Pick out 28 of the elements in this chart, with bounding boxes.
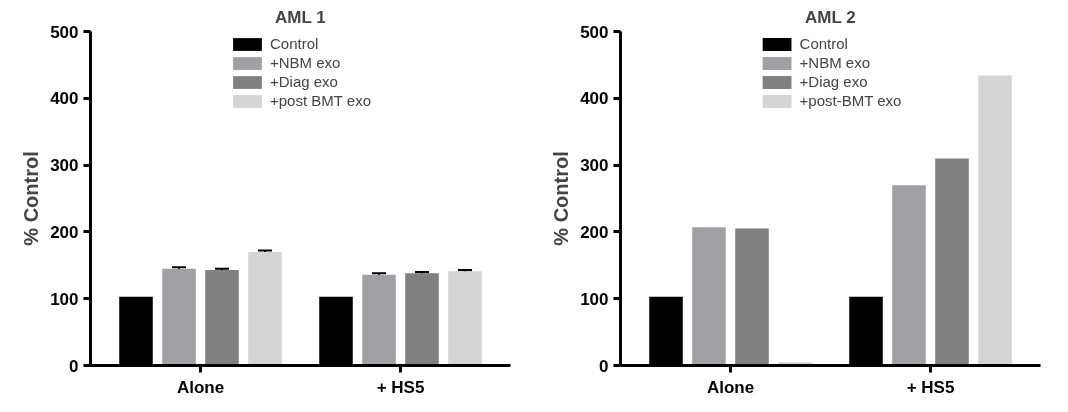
x-tick-label: + HS5 [906,377,955,397]
legend-label: +post BMT exo [269,92,372,109]
legend-label: +NBM exo [269,54,341,71]
y-axis-title: % Control [550,151,573,246]
y-tick-label: 400 [580,89,609,109]
chart-title: AML 2 [805,7,856,27]
y-tick-label: 200 [580,222,609,242]
y-tick-label: 100 [580,289,609,309]
legend-label: Control [799,35,848,52]
y-tick-label: 300 [580,156,609,176]
x-tick-label: Alone [176,377,225,397]
chart-title: AML 1 [275,7,326,27]
y-tick-label: 500 [580,22,609,42]
y-tick-label: 0 [69,356,79,376]
y-tick-label: 0 [599,356,609,376]
x-tick-label: Alone [706,377,755,397]
legend-label: +post-BMT exo [799,92,902,109]
y-tick-label: 300 [50,156,79,176]
y-axis-title: % Control [20,151,43,246]
legend-label: +Diag exo [799,73,868,90]
x-tick-label: + HS5 [376,377,425,397]
y-tick-label: 500 [50,22,79,42]
y-tick-label: 400 [50,89,79,109]
y-tick-label: 200 [50,222,79,242]
legend-label: Control [269,35,319,52]
legend-label: +NBM exo [799,54,871,71]
legend-label: +Diag exo [269,73,338,90]
y-tick-label: 100 [50,289,79,309]
